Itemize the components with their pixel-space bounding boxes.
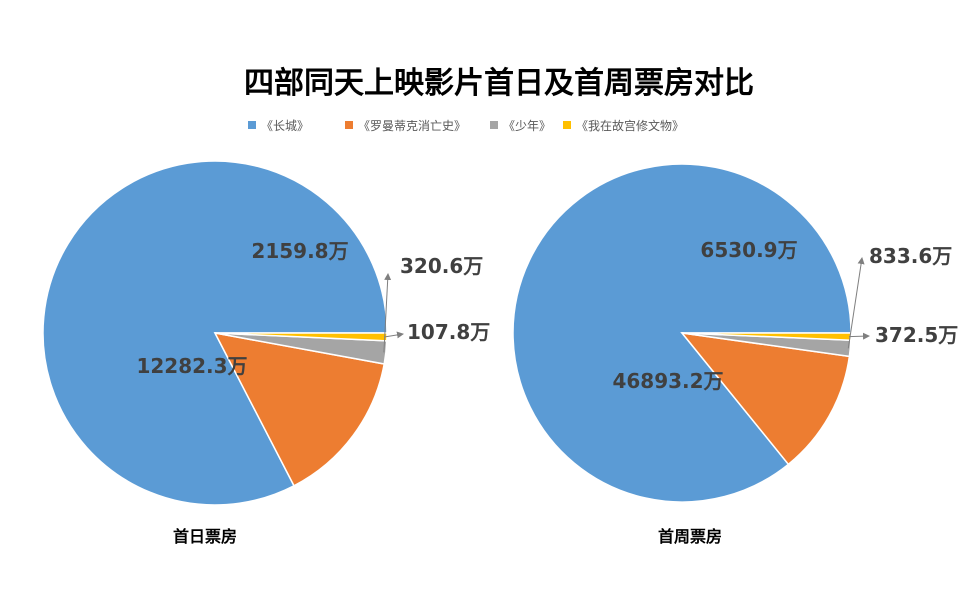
legend-swatch-1 [345,121,353,129]
pie-0-label-2: 320.6万 [400,254,483,278]
legend-label-2: 《少年》 [503,119,551,133]
pie-0-caption: 首日票房 [173,527,237,546]
legend-swatch-2 [490,121,498,129]
pie-0-label-0: 12282.3万 [136,354,247,378]
legend-label-3: 《我在故宫修文物》 [576,118,684,133]
pie-1-leader-2 [847,257,865,349]
pie-1-caption: 首周票房 [658,527,722,546]
legend-label-0: 《长城》 [261,119,309,133]
pie-1-label-0: 46893.2万 [612,369,723,393]
pie-0-leader-3 [384,331,404,339]
legend-label-1: 《罗曼蒂克消亡史》 [358,119,466,133]
pie-0-label-3: 107.8万 [407,320,490,344]
chart-title: 四部同天上映影片首日及首周票房对比 [244,66,754,101]
pie-1-label-2: 833.6万 [869,244,952,268]
pie-1-slice-1 [680,331,851,466]
pie-0-label-1: 2159.8万 [251,239,348,263]
legend: 《长城》 《罗曼蒂克消亡史》 《少年》 《我在故宫修文物》 [248,118,684,133]
pie-1-leader-3 [848,332,870,340]
pie-1-label-3: 372.5万 [875,323,958,347]
pie-0-leader-2 [383,273,392,353]
legend-swatch-3 [563,121,571,129]
pie-1-label-1: 6530.9万 [700,238,797,262]
pie-0-slice-1 [213,331,386,487]
legend-swatch-0 [248,121,256,129]
